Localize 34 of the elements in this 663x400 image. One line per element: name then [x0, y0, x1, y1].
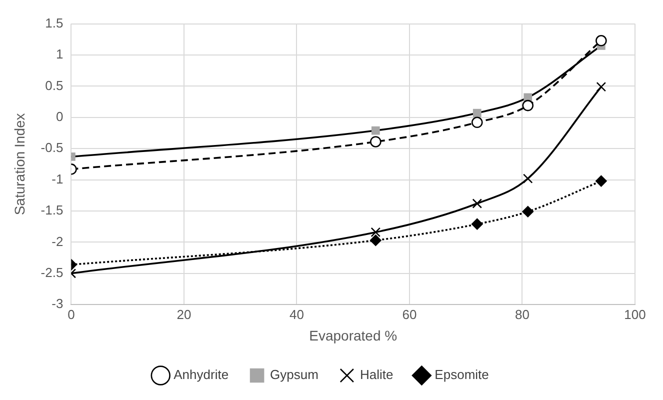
x-tick-label: 40 [289, 306, 304, 322]
legend-label: Gypsum [270, 367, 318, 382]
point [370, 234, 382, 246]
point [370, 136, 382, 148]
point [522, 100, 534, 112]
point [596, 175, 607, 187]
x-tick-label: 20 [176, 306, 192, 322]
y-tick-label: -1.5 [40, 202, 64, 218]
y-tick-label: 1 [56, 46, 64, 62]
legend-label: Epsomite [434, 367, 489, 382]
y-tick-label: -3 [52, 296, 64, 312]
point [472, 198, 482, 208]
point [522, 206, 534, 218]
y-tick-label: -0.5 [40, 140, 64, 156]
y-axis-title: Saturation Index [11, 113, 28, 216]
point [370, 227, 381, 238]
x-axis-title: Evaporated % [309, 327, 398, 344]
y-tick-label: 1.5 [45, 15, 64, 30]
x-tick-label: 80 [515, 306, 530, 322]
y-tick-label: 0 [56, 108, 64, 124]
y-tick-label: -2 [52, 234, 64, 249]
x-tick-label: 60 [402, 306, 417, 322]
x-tick-label: 100 [624, 306, 646, 322]
point [596, 35, 607, 46]
y-tick-label: -2.5 [40, 264, 64, 280]
y-tick-label: -1 [52, 171, 64, 186]
point [596, 82, 606, 92]
point [471, 218, 483, 230]
legend-label: Anhydrite [174, 367, 229, 382]
y-tick-label: 0.5 [45, 78, 64, 93]
point [522, 174, 533, 184]
legend-label: Halite [360, 367, 394, 382]
point [471, 116, 483, 128]
x-tick-label: 0 [68, 306, 75, 322]
